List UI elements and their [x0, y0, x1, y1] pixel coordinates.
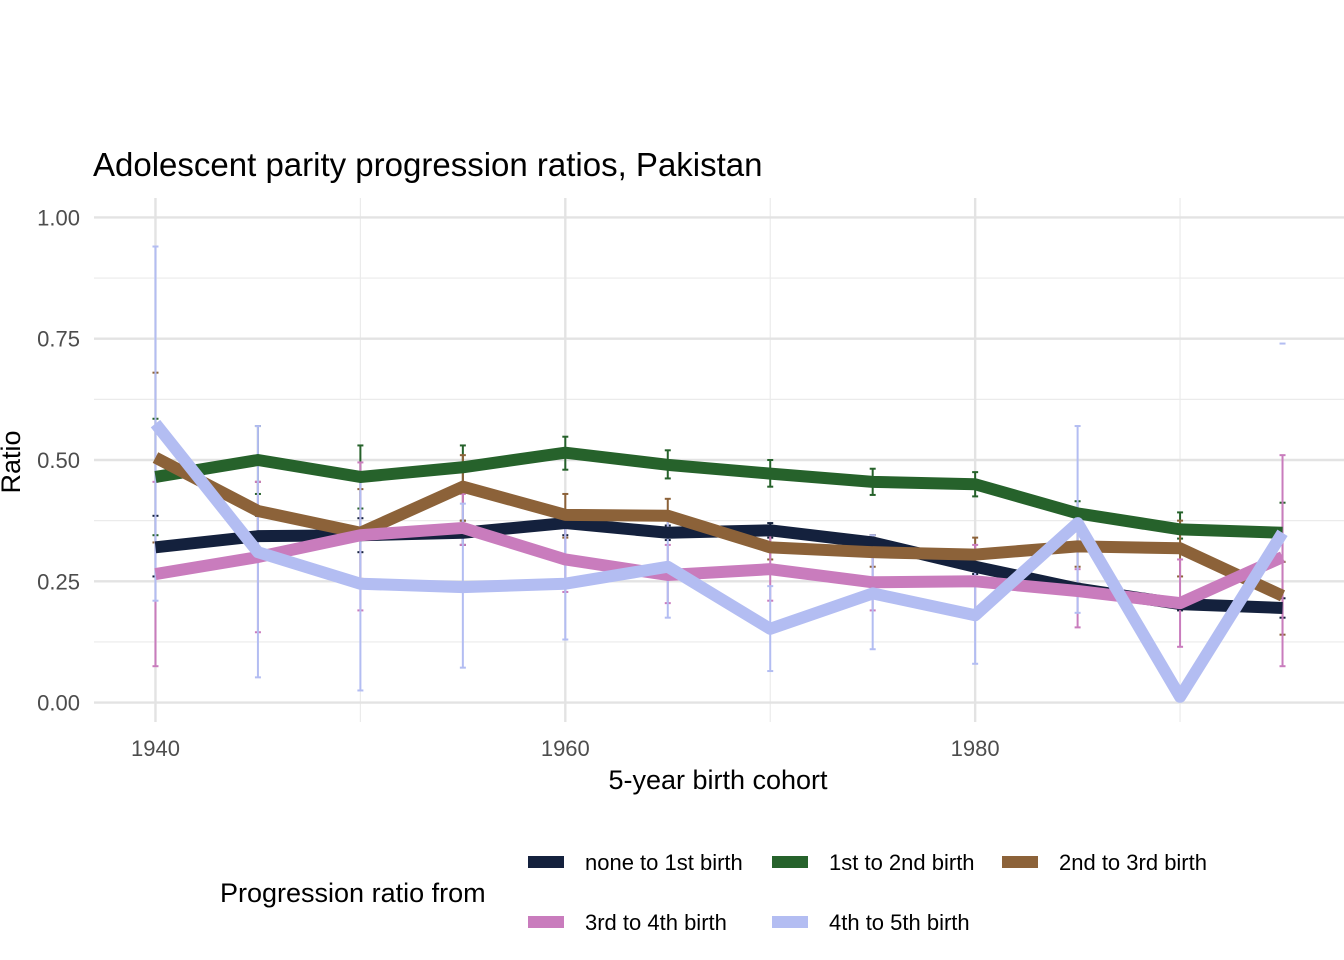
x-tick-label: 1940 — [131, 736, 180, 761]
series-line-4 — [154, 521, 1285, 610]
y-tick-label: 0.00 — [37, 691, 80, 716]
legend-items: none to 1st birth 1st to 2nd birth 2nd to … — [528, 850, 1207, 935]
legend-key-5 — [772, 916, 808, 928]
legend-key-1 — [528, 856, 564, 868]
x-tick-label: 1980 — [951, 736, 1000, 761]
chart-title: Adolescent parity progression ratios, Pa… — [93, 146, 763, 183]
legend-key-3 — [1002, 856, 1038, 868]
y-axis-title: Ratio — [0, 430, 26, 493]
y-tick-label: 0.75 — [37, 327, 80, 352]
y-axis-ticks: 0.00 0.25 0.50 0.75 1.00 — [37, 205, 80, 715]
series-line-5 — [150, 419, 1288, 703]
legend-title: Progression ratio from — [220, 878, 486, 908]
legend-label-1: none to 1st birth — [585, 850, 743, 875]
series-lines — [150, 419, 1288, 703]
x-tick-label: 1960 — [541, 736, 590, 761]
legend-label-4: 3rd to 4th birth — [585, 910, 727, 935]
legend-key-2 — [772, 856, 808, 868]
y-tick-label: 1.00 — [37, 205, 80, 230]
legend-key-4 — [528, 916, 564, 928]
legend-label-5: 4th to 5th birth — [829, 910, 970, 935]
x-axis-title: 5-year birth cohort — [608, 765, 828, 795]
y-tick-label: 0.25 — [37, 569, 80, 594]
legend: Progression ratio from none to 1st birth… — [220, 850, 1207, 935]
series-line-2 — [154, 446, 1283, 539]
y-tick-label: 0.50 — [37, 448, 80, 473]
x-axis-ticks: 1940 1960 1980 — [131, 736, 1000, 761]
legend-label-3: 2nd to 3rd birth — [1059, 850, 1207, 875]
legend-label-2: 1st to 2nd birth — [829, 850, 975, 875]
